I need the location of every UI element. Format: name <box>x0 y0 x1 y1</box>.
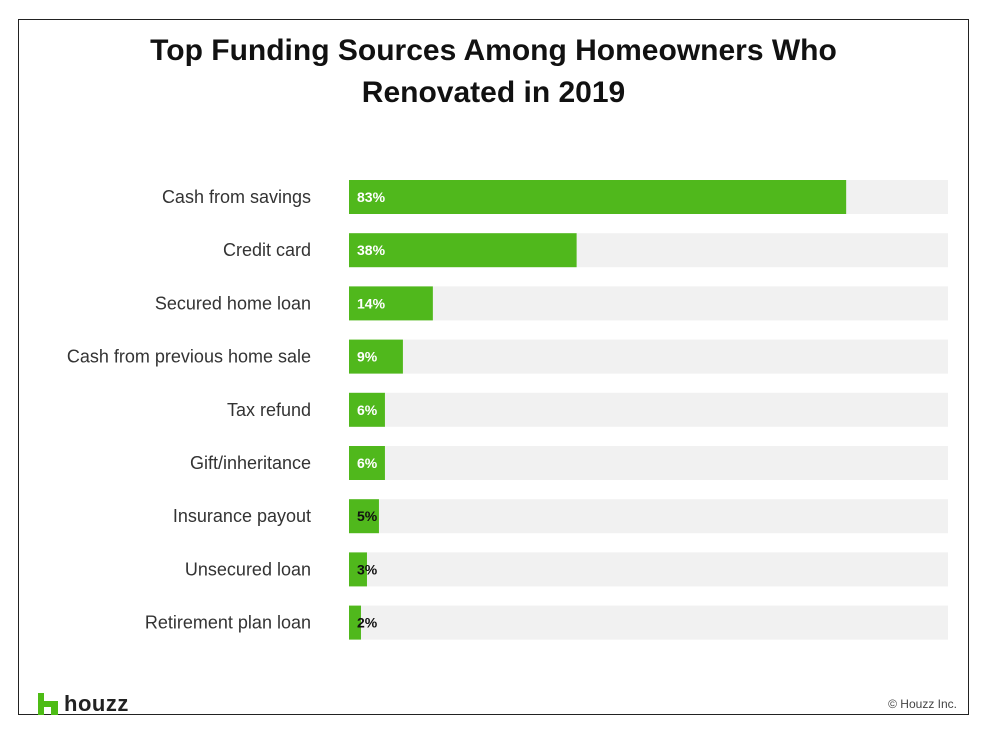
bar-track-cash-from-previous-home-sale <box>349 339 948 374</box>
value-label-cash-from-previous-home-sale: 9% <box>357 349 378 365</box>
value-label-secured-home-loan: 14% <box>357 295 386 311</box>
category-label-insurance-payout: Insurance payout <box>173 506 311 526</box>
houzz-logo-text: houzz <box>64 691 129 716</box>
bar-track-tax-refund <box>349 392 948 427</box>
bar-track-secured-home-loan <box>349 286 948 321</box>
bar-tax-refund <box>349 392 385 427</box>
bar-track-insurance-payout <box>349 499 948 534</box>
bar-track-retirement-plan-loan <box>349 605 948 640</box>
category-label-retirement-plan-loan: Retirement plan loan <box>145 613 311 633</box>
bar-insurance-payout <box>349 499 379 534</box>
bar-cash-from-savings <box>349 180 847 214</box>
houzz-logo: houzz <box>38 690 129 718</box>
chart-title-line-1: Top Funding Sources Among Homeowners Who <box>150 34 837 67</box>
bar-gift-inheritance <box>349 446 385 480</box>
chart-title: Top Funding Sources Among Homeowners Who… <box>18 30 969 114</box>
bar-secured-home-loan <box>349 286 433 321</box>
houzz-logo-icon <box>38 693 58 715</box>
bar-credit-card <box>349 233 577 268</box>
chart-title-line-2: Renovated in 2019 <box>361 76 626 109</box>
category-label-cash-from-savings: Cash from savings <box>162 187 311 207</box>
value-label-gift-inheritance: 6% <box>357 455 378 471</box>
value-label-cash-from-savings: 83% <box>357 189 386 205</box>
bar-retirement-plan-loan <box>349 605 361 640</box>
category-label-secured-home-loan: Secured home loan <box>155 293 311 313</box>
value-label-tax-refund: 6% <box>357 402 378 418</box>
bar-track-gift-inheritance <box>349 446 948 480</box>
value-label-unsecured-loan: 3% <box>357 561 378 577</box>
category-label-tax-refund: Tax refund <box>227 400 311 420</box>
copyright-notice: © Houzz Inc. <box>888 697 957 711</box>
value-label-retirement-plan-loan: 2% <box>357 615 378 631</box>
value-label-credit-card: 38% <box>357 242 386 258</box>
chart-frame <box>18 19 969 715</box>
category-label-gift-inheritance: Gift/inheritance <box>190 453 311 473</box>
bar-track-unsecured-loan <box>349 552 948 587</box>
category-label-credit-card: Credit card <box>223 240 311 260</box>
bar-unsecured-loan <box>349 552 367 587</box>
category-label-cash-from-previous-home-sale: Cash from previous home sale <box>67 347 311 367</box>
value-label-insurance-payout: 5% <box>357 508 378 524</box>
bar-cash-from-previous-home-sale <box>349 339 403 374</box>
category-label-unsecured-loan: Unsecured loan <box>185 559 311 579</box>
